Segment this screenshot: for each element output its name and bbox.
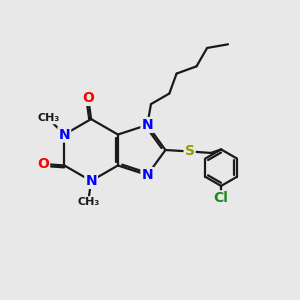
Text: Cl: Cl <box>214 191 229 205</box>
Text: N: N <box>142 118 153 132</box>
Text: CH₃: CH₃ <box>77 197 99 207</box>
Text: N: N <box>58 128 70 142</box>
Text: O: O <box>37 157 49 171</box>
Text: N: N <box>85 174 97 188</box>
Text: N: N <box>142 168 153 182</box>
Text: CH₃: CH₃ <box>37 113 59 123</box>
Text: S: S <box>184 145 195 158</box>
Text: O: O <box>82 91 94 105</box>
